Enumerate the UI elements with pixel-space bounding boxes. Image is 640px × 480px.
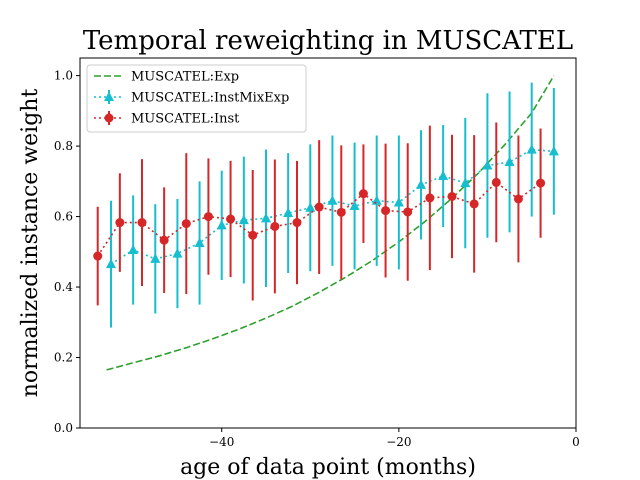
x-tick-label: −40 <box>209 435 234 449</box>
data-point <box>438 170 449 181</box>
y-tick-label: 0.6 <box>54 210 73 224</box>
legend-label: MUSCATEL:InstMixExp <box>131 91 289 106</box>
data-point <box>513 194 523 204</box>
y-tick-label: 1.0 <box>54 69 73 83</box>
data-point <box>358 189 368 199</box>
x-tick-label: −20 <box>386 435 411 449</box>
data-point <box>159 235 169 245</box>
axis-ticks: −40 −20 0 0.0 0.2 0.4 0.6 0.8 1.0 <box>54 69 580 449</box>
data-point <box>491 177 501 187</box>
x-axis-label: age of data point (months) <box>180 455 476 480</box>
legend-box <box>86 64 307 133</box>
data-point <box>181 219 191 229</box>
data-point <box>371 195 382 205</box>
data-point <box>393 196 404 207</box>
x-tick-label: 0 <box>572 435 580 449</box>
legend-marker <box>104 113 114 123</box>
series-muscatel-instmixexp <box>106 82 559 328</box>
data-point <box>336 207 346 217</box>
data-point <box>482 159 493 170</box>
data-point <box>248 230 258 240</box>
data-point <box>128 244 139 255</box>
series-line <box>110 148 554 265</box>
series-line <box>97 181 542 257</box>
data-point <box>349 200 360 210</box>
data-point <box>305 202 316 212</box>
data-point <box>548 145 559 156</box>
legend: MUSCATEL:Exp MUSCATEL:InstMixExp MUSCATEL:… <box>86 64 307 133</box>
y-tick-label: 0.2 <box>54 351 73 365</box>
legend-label: MUSCATEL:Exp <box>131 70 239 85</box>
data-point <box>469 199 479 209</box>
data-point <box>504 156 515 166</box>
legend-label: MUSCATEL:Inst <box>131 112 240 127</box>
data-point <box>106 258 116 269</box>
data-point <box>327 195 338 205</box>
data-point <box>416 179 426 189</box>
data-point <box>270 221 280 231</box>
series-muscatel-inst <box>93 122 546 306</box>
data-point <box>283 207 294 218</box>
y-axis-label: normalized instance weight <box>18 89 43 398</box>
plot-frame <box>79 57 577 429</box>
data-point <box>226 214 236 224</box>
data-point <box>314 202 324 212</box>
data-point <box>238 214 249 225</box>
data-point <box>203 212 213 222</box>
data-point <box>425 193 435 203</box>
chart-title: Temporal reweighting in MUSCATEL <box>83 26 573 56</box>
data-point <box>403 207 413 217</box>
data-point <box>447 191 457 201</box>
plot-area <box>93 75 559 371</box>
data-point <box>216 219 227 230</box>
legend-marker <box>104 91 114 101</box>
data-point <box>93 251 103 261</box>
data-point <box>536 178 546 188</box>
data-point <box>137 218 147 228</box>
data-point <box>381 206 391 216</box>
data-point <box>194 237 205 247</box>
y-tick-label: 0.8 <box>54 139 73 153</box>
y-tick-label: 0.0 <box>54 421 73 435</box>
data-point <box>526 144 537 154</box>
data-point <box>150 253 161 263</box>
data-point <box>261 212 271 223</box>
data-point <box>460 177 471 188</box>
y-tick-label: 0.4 <box>54 280 73 294</box>
data-point <box>172 248 183 258</box>
data-point <box>115 218 125 228</box>
data-point <box>292 218 302 228</box>
